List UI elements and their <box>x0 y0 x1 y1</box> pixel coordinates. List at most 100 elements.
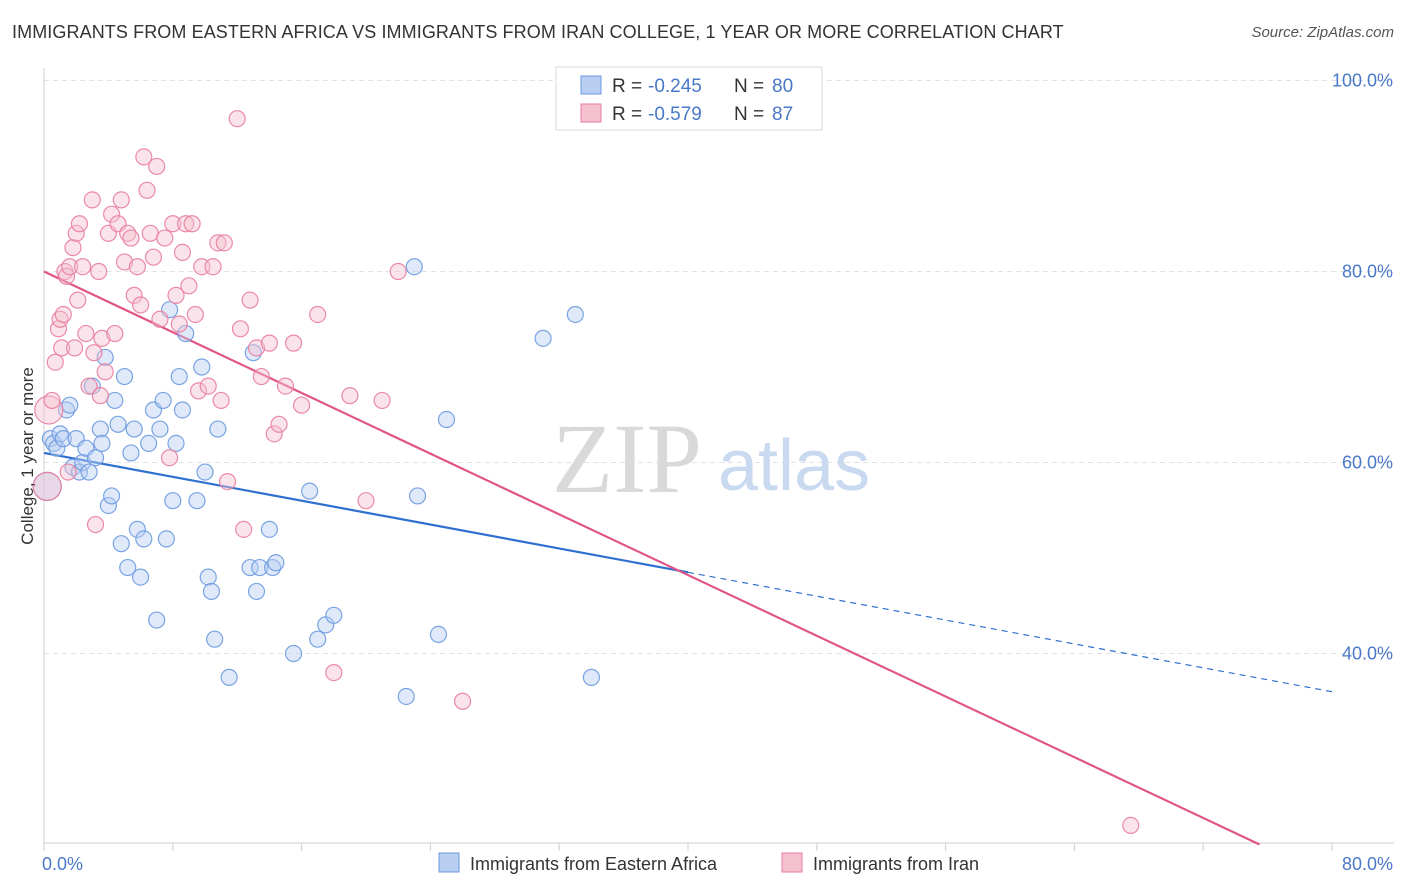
series-1-point-2 <box>43 391 61 410</box>
series-1-point-24 <box>91 387 109 405</box>
series-1-point-3 <box>46 353 64 371</box>
series-0-point-45 <box>196 463 214 481</box>
bottom-legend: Immigrants from Eastern Africa Immigrant… <box>438 852 979 874</box>
series-1-point-31 <box>112 191 130 209</box>
series-1-point-61 <box>218 473 237 491</box>
series-0-point-56 <box>264 558 282 577</box>
series-0-point-13 <box>80 463 98 481</box>
y-tick-label-3: 40.0% <box>1342 644 1393 664</box>
series-0-point-27 <box>125 420 143 438</box>
stats-n-value-iran: 87 <box>772 104 793 125</box>
series-1-point-9 <box>57 267 76 285</box>
series-1-point-47 <box>167 286 185 304</box>
series-1-point-5 <box>51 310 69 328</box>
series-0-point-43 <box>188 492 206 510</box>
x-tick-label-0: 0.0% <box>42 854 83 874</box>
series-1-point-22 <box>86 515 105 534</box>
watermark-atlas: atlas <box>718 426 870 506</box>
stats-n-label-eastern-africa: N = <box>734 76 764 97</box>
series-0-point-18 <box>96 348 114 367</box>
series-1-point-75 <box>325 663 343 682</box>
series-0-point-41 <box>173 401 192 419</box>
tick-labels: 100.0% 80.0% 60.0% 40.0% 0.0% 80.0% <box>42 71 1393 875</box>
watermark: ZIP atlas <box>552 403 870 514</box>
series-1-point-64 <box>235 520 253 538</box>
series-0-point-59 <box>301 482 319 500</box>
stats-n-label-iran: N = <box>734 104 764 125</box>
series-1-point-7 <box>54 305 72 324</box>
series-1-point-18 <box>77 324 95 343</box>
series-0-point-28 <box>128 520 146 538</box>
series-1-point-37 <box>132 296 150 314</box>
series-1-point-36 <box>128 258 146 276</box>
series-1-point-58 <box>209 234 227 252</box>
series-1-point-43 <box>151 310 169 328</box>
series-1-point-57 <box>204 258 222 276</box>
series-0-point-11 <box>74 453 92 472</box>
stats-legend: R = -0.245 N = 80 R = -0.579 N = 87 <box>555 66 823 131</box>
series-0-point-16 <box>91 420 109 438</box>
series-0-point-67 <box>437 410 456 429</box>
y-tick-label-0: 100.0% <box>1332 71 1393 91</box>
series-1-point-76 <box>341 387 359 405</box>
series-0-point-52 <box>244 344 262 362</box>
series-1-point-23 <box>90 262 108 281</box>
legend-swatch-eastern-africa <box>438 852 460 873</box>
series-0-point-44 <box>193 358 211 376</box>
series-0-point-68 <box>534 329 552 347</box>
series-1-point-28 <box>103 205 121 223</box>
series-0-trend-line <box>43 451 689 574</box>
series-0-point-21 <box>106 391 124 410</box>
series-1-point-17 <box>74 258 92 276</box>
series-1-point-73 <box>293 396 311 414</box>
series-1-point-25 <box>93 329 111 347</box>
series-1-point-41 <box>144 248 163 266</box>
series-1-point-35 <box>125 286 143 304</box>
series-0-points <box>32 258 601 706</box>
series-0-point-54 <box>251 558 269 577</box>
series-0-point-34 <box>151 420 169 438</box>
y-tick-label-2: 60.0% <box>1342 453 1393 473</box>
series-0-point-65 <box>408 487 427 505</box>
series-1-point-44 <box>156 229 174 247</box>
series-0-point-31 <box>140 434 158 452</box>
legend-label-iran: Immigrants from Iran <box>813 854 979 874</box>
series-1-point-45 <box>160 449 179 467</box>
series-0-point-51 <box>241 558 259 577</box>
series-1-point-33 <box>119 224 137 242</box>
series-1-point-19 <box>80 377 98 395</box>
series-1-point-26 <box>96 363 114 381</box>
y-axis-title: College, 1 year or more <box>18 367 37 545</box>
series-1-point-46 <box>164 215 182 233</box>
series-0-point-36 <box>157 530 175 548</box>
series-0-point-26 <box>122 444 140 462</box>
series-1-point-79 <box>389 262 407 281</box>
series-1-point-50 <box>177 215 195 233</box>
series-0-point-40 <box>170 367 188 386</box>
series-1-point-52 <box>183 215 201 233</box>
legend-label-eastern-africa: Immigrants from Eastern Africa <box>470 854 718 874</box>
series-0-point-39 <box>167 434 185 452</box>
series-0-point-30 <box>135 530 153 548</box>
series-1-point-60 <box>215 234 233 252</box>
series-0-point-5 <box>54 430 72 448</box>
series-0-point-62 <box>325 606 343 624</box>
series-1-point-62 <box>228 110 246 128</box>
series-0-point-66 <box>429 625 448 644</box>
watermark-zip: ZIP <box>552 403 702 514</box>
series-1-point-53 <box>186 305 204 324</box>
chart-source: Source: ZipAtlas.com <box>1251 24 1394 41</box>
series-1-point-49 <box>173 243 192 261</box>
series-1-point-14 <box>67 224 85 242</box>
series-1-trend-line <box>43 270 1261 846</box>
stats-r-value-eastern-africa: -0.245 <box>648 76 702 97</box>
series-0-point-19 <box>99 496 118 515</box>
series-1-point-80 <box>454 692 472 710</box>
series-0-point-25 <box>119 558 137 577</box>
stats-r-value-iran: -0.579 <box>648 104 702 125</box>
series-1-point-71 <box>276 377 295 395</box>
series-1-point-39 <box>138 181 156 199</box>
series-1-point-15 <box>69 291 87 309</box>
series-0-point-15 <box>86 449 105 467</box>
